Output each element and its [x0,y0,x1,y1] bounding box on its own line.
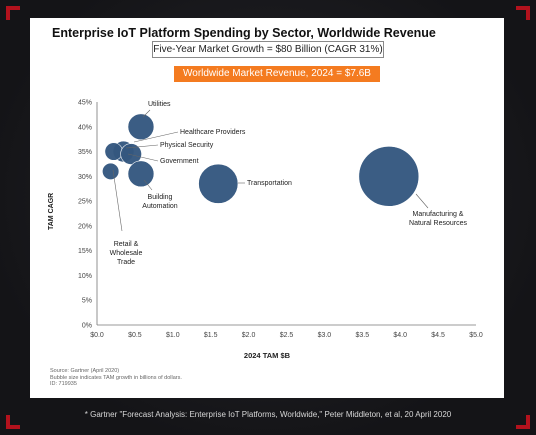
data-bubble [104,142,123,161]
source-line: Bubble size indicates TAM growth in bill… [50,374,182,381]
x-axis-label: 2024 TAM $B [243,351,291,360]
x-tick-label: $4.5 [431,332,445,339]
y-tick-label: 35% [78,149,92,156]
leader-line [142,109,151,118]
data-bubble [102,162,120,180]
bubble-label: Manufacturing & [413,211,464,218]
growth-box: Five-Year Market Growth = $80 Billion (C… [152,41,384,58]
y-tick-label: 15% [78,248,92,255]
data-bubble [127,160,155,188]
source-line: ID: 719935 [50,381,77,387]
y-tick-label: 45% [78,100,92,107]
data-bubble [120,143,142,165]
y-tick-label: 10% [78,273,92,280]
y-tick-label: 20% [78,223,92,230]
data-bubble [198,163,239,204]
y-tick-label: 40% [78,124,92,131]
y-tick-label: 0% [82,323,92,330]
x-tick-label: $0.0 [90,332,104,339]
data-bubble [127,113,155,141]
x-tick-label: $2.5 [280,332,294,339]
chart-card: Enterprise IoT Platform Spending by Sect… [30,18,504,398]
leader-line [143,179,153,191]
bubble-label: Government [160,158,199,165]
y-tick-label: 30% [78,174,92,181]
x-tick-label: $4.0 [393,332,407,339]
y-tick-label: 5% [82,298,92,305]
bubble-label: Building [148,194,173,201]
bubble-label: Automation [142,203,178,210]
bubble-label: Healthcare Providers [180,129,246,136]
bubble-chart: 0% 5% 10% 15% 20% 25% 30% 35% 40% 45% $0.0 $0.5 $1.0… [78,100,483,340]
x-tick-label: $5.0 [469,332,483,339]
leader-line [125,144,159,149]
bubble-label: Retail & [114,241,139,248]
x-tick-label: $1.0 [166,332,180,339]
frame-corner [516,415,530,429]
bubble-label: Wholesale [110,250,143,257]
data-bubble [358,146,420,207]
source-note: Source: Gartner (April 2020) Bubble size… [50,368,182,388]
x-tick-label: $0.5 [128,332,142,339]
chart-title: Enterprise IoT Platform Spending by Sect… [52,26,436,40]
bubble-label: Utilities [148,101,171,108]
bubble-label: Trade [117,259,135,266]
source-line: Source: Gartner (April 2020) [50,368,120,374]
frame-corner [6,415,20,429]
frame-corner [6,6,20,20]
bubble-label: Natural Resources [409,220,467,227]
frame-corner [516,6,530,20]
leader-line [133,131,179,143]
citation-footnote: * Gartner "Forecast Analysis: Enterprise… [84,410,452,419]
leader-line [415,193,429,209]
bubble-label: Transportation [247,180,292,187]
y-tick-label: 25% [78,199,92,206]
bubble-label: Physical Security [160,142,214,149]
x-tick-label: $3.0 [318,332,332,339]
x-tick-label: $1.5 [204,332,218,339]
y-axis-label: TAM CAGR [48,192,55,230]
x-tick-label: $3.5 [355,332,369,339]
leader-line [112,169,123,232]
revenue-box: Worldwide Market Revenue, 2024 = $7.6B [174,66,380,82]
leader-line [127,153,159,162]
x-tick-label: $2.0 [242,332,256,339]
